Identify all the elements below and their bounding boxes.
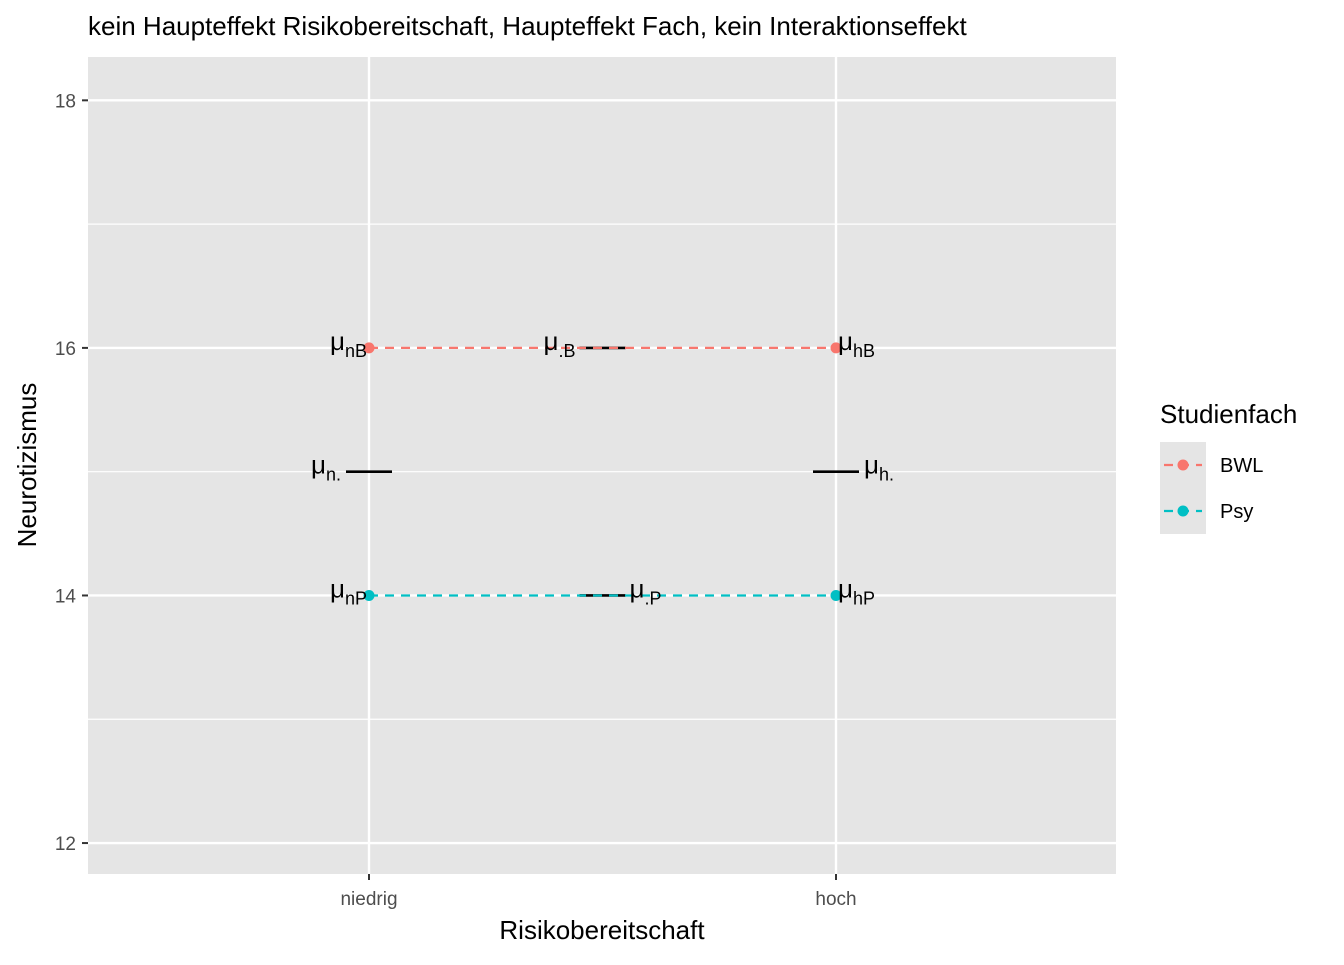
y-tick-label: 12 bbox=[55, 834, 76, 855]
legend: Studienfach BWL Psy bbox=[1160, 399, 1297, 534]
point-label: μnP bbox=[330, 573, 367, 608]
plot-panel bbox=[88, 57, 1116, 874]
data-point-psy bbox=[830, 589, 842, 601]
marginal-mean-label: μ.P bbox=[630, 573, 662, 608]
x-axis-title: Risikobereitschaft bbox=[499, 915, 705, 945]
series bbox=[363, 342, 842, 601]
marginal-mean-label: μh. bbox=[864, 450, 894, 485]
marginal-mean-label: μn. bbox=[311, 450, 341, 485]
x-tick-label: niedrig bbox=[340, 889, 397, 910]
legend-key-point bbox=[1177, 505, 1189, 517]
data-point-bwl bbox=[363, 342, 375, 354]
point-label: μhP bbox=[838, 573, 875, 608]
point-label: μhB bbox=[838, 326, 875, 361]
y-tick-label: 18 bbox=[55, 91, 76, 112]
chart-title: kein Haupteffekt Risikobereitschaft, Hau… bbox=[88, 11, 967, 41]
y-tick-label: 16 bbox=[55, 339, 76, 360]
legend-title: Studienfach bbox=[1160, 399, 1297, 429]
legend-label: BWL bbox=[1220, 455, 1263, 477]
axes: 12 14 16 18 niedrig hoch bbox=[55, 91, 857, 910]
y-tick-label: 14 bbox=[55, 586, 77, 607]
point-labels: μnB μhB μnP μhP μn. μh. μ.B μ.P bbox=[311, 326, 894, 609]
legend-label: Psy bbox=[1220, 501, 1253, 523]
point-label: μnB bbox=[330, 326, 367, 361]
data-point-bwl bbox=[830, 342, 842, 354]
x-tick-label: hoch bbox=[815, 889, 856, 910]
data-point-psy bbox=[363, 589, 375, 601]
y-axis-title: Neurotizismus bbox=[12, 383, 42, 548]
marginal-mean-label: μ.B bbox=[544, 326, 576, 361]
legend-key-point bbox=[1177, 459, 1189, 471]
